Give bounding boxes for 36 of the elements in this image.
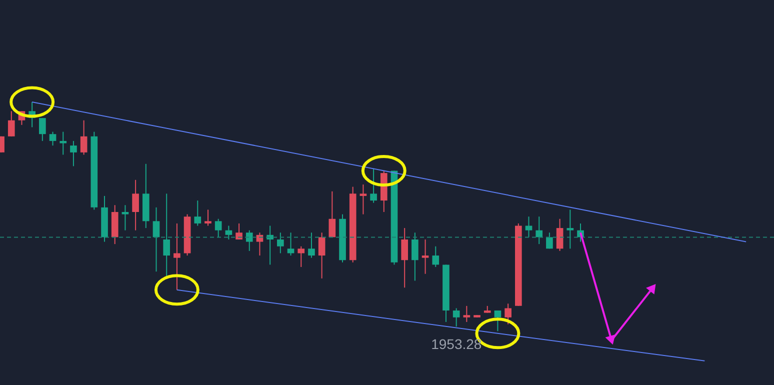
- candlestick: [80, 120, 88, 156]
- candlestick: [412, 232, 418, 282]
- candlestick: [566, 209, 574, 250]
- candlestick: [246, 230, 253, 252]
- candlestick: [556, 218, 564, 252]
- candlestick: [452, 308, 460, 328]
- candlestick: [214, 218, 222, 238]
- candlestick: [463, 305, 470, 322]
- candlestick: [360, 184, 367, 215]
- candlestick: [194, 200, 202, 226]
- candlestick: [328, 190, 336, 238]
- candlestick: [152, 206, 160, 272]
- candlestick: [70, 140, 77, 167]
- candlestick: [49, 131, 56, 146]
- candlestick: [422, 238, 429, 274]
- candlestick: [536, 216, 543, 245]
- candlestick: [277, 232, 284, 254]
- candlestick: [122, 204, 129, 231]
- candlestick: [318, 232, 326, 279]
- candlestick: [432, 246, 440, 268]
- candlestick: [225, 225, 232, 240]
- candlestick: [287, 232, 294, 256]
- candlestick: [401, 228, 408, 288]
- candlestick: [39, 118, 46, 142]
- candlestick: [60, 131, 67, 156]
- candlestick: [298, 246, 305, 268]
- candlestick: [236, 222, 242, 240]
- candlestick: [174, 222, 180, 290]
- candlestick: [204, 209, 212, 226]
- annotation: 1953.28: [431, 336, 482, 352]
- candlestick: [308, 232, 315, 258]
- candlestick: [163, 193, 170, 279]
- candlestick: [132, 179, 139, 231]
- candlestick: [525, 216, 532, 238]
- candlestick: [546, 232, 553, 250]
- candlestick: [8, 110, 15, 137]
